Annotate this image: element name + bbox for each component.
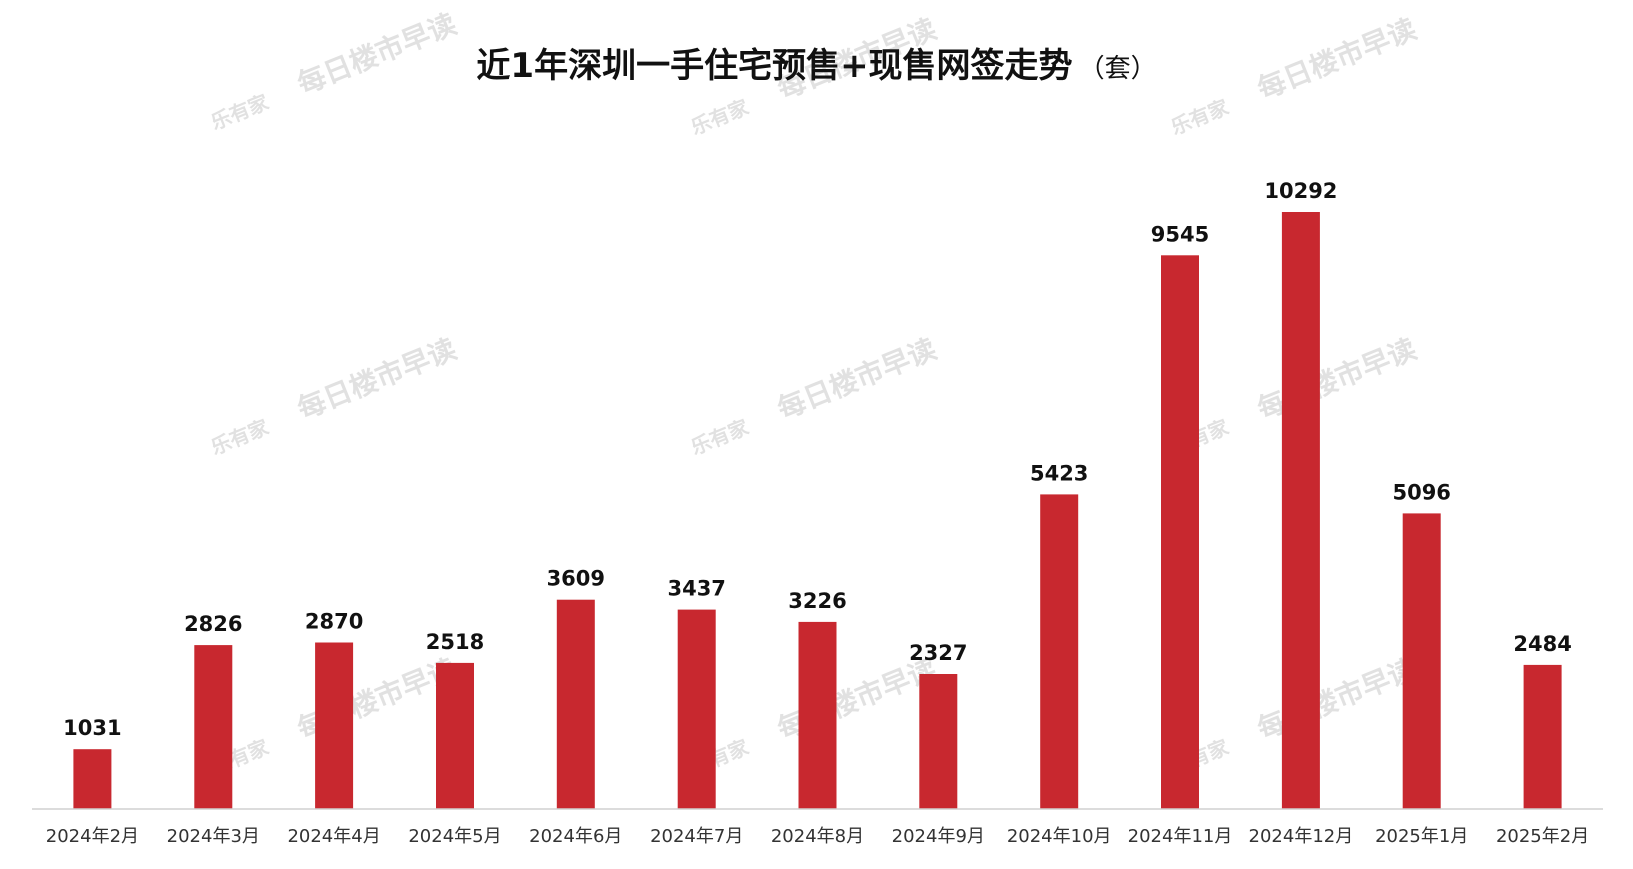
watermark-text: 每日楼市早读 xyxy=(293,332,461,426)
data-label: 3609 xyxy=(547,567,605,591)
bar xyxy=(919,674,958,809)
watermark-logo: 乐有家 xyxy=(687,414,753,459)
data-label: 2327 xyxy=(909,641,967,665)
x-tick-label: 2024年10月 xyxy=(1007,826,1112,847)
x-tick-label: 2024年12月 xyxy=(1249,826,1354,847)
bar xyxy=(1040,494,1079,809)
chart-title: 近1年深圳一手住宅预售+现售网签走势 xyxy=(476,46,1073,86)
x-tick-label: 2024年3月 xyxy=(167,826,260,847)
x-tick-label: 2024年2月 xyxy=(46,826,139,847)
bar xyxy=(556,599,595,809)
data-label: 2826 xyxy=(184,612,242,636)
watermark-text: 每日楼市早读 xyxy=(1253,652,1421,746)
watermark-logo: 乐有家 xyxy=(1167,94,1233,139)
title-block: 近1年深圳一手住宅预售+现售网签走势 （套） xyxy=(0,38,1633,87)
watermark-text: 每日楼市早读 xyxy=(773,652,941,746)
watermark-logo: 乐有家 xyxy=(687,94,753,139)
x-tick-label: 2024年4月 xyxy=(287,826,380,847)
bar xyxy=(1402,513,1441,809)
bar xyxy=(1161,255,1199,810)
x-tick-label: 2025年2月 xyxy=(1496,826,1589,847)
data-label: 2518 xyxy=(426,630,484,654)
bar xyxy=(1523,664,1562,809)
watermark-text: 每日楼市早读 xyxy=(773,332,941,426)
data-label: 2484 xyxy=(1513,632,1571,656)
chart-unit: （套） xyxy=(1078,54,1157,84)
bar xyxy=(1281,212,1320,809)
x-tick-label: 2024年7月 xyxy=(650,826,743,847)
x-tick-label: 2024年6月 xyxy=(529,826,622,847)
data-label: 5096 xyxy=(1392,480,1450,504)
data-label: 3226 xyxy=(788,589,846,613)
x-tick-label: 2024年11月 xyxy=(1128,826,1233,847)
bar xyxy=(798,621,837,809)
x-tick-label: 2025年1月 xyxy=(1375,826,1468,847)
bar xyxy=(194,645,233,809)
bar xyxy=(677,609,716,809)
data-label: 2870 xyxy=(305,610,363,634)
bar xyxy=(73,749,112,809)
watermark-logo: 乐有家 xyxy=(207,89,273,134)
data-label: 3437 xyxy=(667,577,725,601)
bar xyxy=(315,642,354,809)
watermark-logo: 乐有家 xyxy=(207,414,273,459)
bar xyxy=(436,662,474,809)
x-tick-label: 2024年9月 xyxy=(892,826,985,847)
data-label: 9545 xyxy=(1151,222,1209,246)
x-tick-label: 2024年5月 xyxy=(408,826,501,847)
data-label: 1031 xyxy=(63,716,121,740)
data-label: 5423 xyxy=(1030,461,1088,485)
data-label: 10292 xyxy=(1264,179,1337,203)
watermark-text: 每日楼市早读 xyxy=(1253,332,1421,426)
x-tick-label: 2024年8月 xyxy=(771,826,864,847)
